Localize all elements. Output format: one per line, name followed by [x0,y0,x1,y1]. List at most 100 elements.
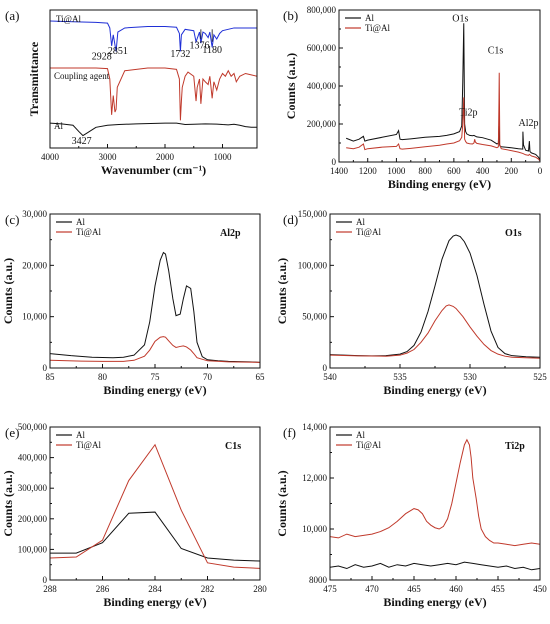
y-axis-label: Counts (a.u.) [275,470,289,536]
y-tick-label: 10,000 [22,312,47,322]
y-axis-label: Counts (a.u.) [1,258,15,324]
y-tick-label: 100,000 [18,544,48,554]
panel-label: (e) [5,425,19,440]
series-line-0 [345,23,540,161]
legend-entry: Al [356,217,365,227]
x-tick-label: 80 [98,372,108,382]
series-line-0 [50,251,260,363]
y-tick-label: 600,000 [307,43,337,53]
legend-entry: Al [365,13,374,23]
x-tick-label: 525 [533,372,547,382]
panel-label: (b) [283,8,298,23]
peak-annotation: Al2p [519,118,539,129]
series-line-1 [330,438,540,547]
y-tick-label: 200,000 [18,514,48,524]
legend-entry: Al [76,217,85,227]
x-tick-label: 0 [538,166,543,176]
peak-annotation: Ti2p [459,107,478,118]
x-tick-label: 282 [201,584,215,594]
series-line-0 [50,511,260,562]
peak-annotation: 1180 [202,45,222,56]
series-label: Al [54,121,63,131]
peak-annotation: C1s [488,46,504,57]
panel-label: (f) [283,425,296,440]
x-tick-label: 1400 [330,166,349,176]
series-line-0 [330,234,540,358]
legend-entry: Ti@Al [356,440,381,450]
panel-a: 4000 3000 2000 1000 Wavenumber (cm⁻¹) Transmi… [5,8,258,177]
x-tick-label: 600 [447,166,461,176]
x-axis-label: Binding energy (eV) [103,595,206,609]
x-tick-label: 800 [418,166,432,176]
x-tick-label: 200 [505,166,519,176]
series-line-1 [50,336,260,363]
series-line-0 [330,561,540,571]
x-tick-label: 465 [407,584,421,594]
x-tick-label: 280 [253,584,267,594]
panel-d: 540 535 530 525 0 50,000 100,000 150,000 Binding… [275,209,547,397]
x-tick-label: 85 [46,372,56,382]
legend-entry: Ti@Al [76,440,101,450]
series-line-1 [50,67,257,121]
panel-e: 288 286 284 282 280 0 100,000 200,000 300,000 400… [1,422,267,609]
legend-entry: Al [356,430,365,440]
x-tick-label: 530 [463,372,477,382]
peak-annotation: O1s [452,13,468,24]
panel-title: C1s [225,441,241,452]
x-tick-label: 455 [491,584,505,594]
y-tick-label: 500,000 [18,422,48,432]
y-axis-label: Counts (a.u.) [284,53,298,119]
y-tick-label: 0 [323,363,328,373]
x-tick-label: 540 [323,372,337,382]
y-tick-label: 8000 [309,575,328,585]
x-tick-label: 288 [43,584,57,594]
x-tick-label: 450 [533,584,547,594]
panel-label: (d) [283,212,298,227]
x-tick-label: 4000 [41,152,60,162]
peak-annotation: 1376 [190,41,210,52]
x-tick-label: 1000 [387,166,406,176]
series-line-0 [50,20,257,52]
y-axis-label: Counts (a.u.) [275,258,289,324]
x-tick-label: 3000 [99,152,118,162]
series-label: Coupling agent [54,71,110,81]
panel-title: Ti2p [505,441,525,452]
x-axis-label: Binding energy (eV) [383,595,486,609]
x-tick-label: 284 [148,584,162,594]
series-label: Ti@Al [56,14,81,24]
panel-title: Al2p [220,228,241,239]
x-axis-label: Binding energy (eV) [383,383,486,397]
x-tick-label: 535 [393,372,407,382]
x-tick-label: 1200 [359,166,378,176]
y-tick-label: 150,000 [298,209,328,219]
y-tick-label: 400,000 [307,81,337,91]
series-line-1 [50,443,260,569]
x-tick-label: 65 [256,372,266,382]
y-tick-label: 10,000 [302,524,327,534]
y-axis-label: Transmittance [27,41,41,116]
panel-label: (c) [5,212,19,227]
y-tick-label: 400,000 [18,453,48,463]
y-tick-label: 20,000 [22,260,47,270]
y-tick-label: 0 [43,575,48,585]
y-axis-label: Counts (a.u.) [1,470,15,536]
series-line-1 [346,72,540,162]
y-tick-label: 100,000 [298,260,328,270]
y-tick-label: 0 [332,157,337,167]
y-tick-label: 14,000 [302,422,327,432]
x-tick-label: 2000 [156,152,175,162]
legend-entry: Ti@Al [365,23,390,33]
plot-frame [49,9,258,149]
peak-annotation: 2928 [92,51,112,62]
legend-entry: Al [76,430,85,440]
series-line-1 [330,304,540,359]
y-tick-label: 200,000 [307,119,337,129]
x-tick-label: 470 [365,584,379,594]
x-tick-label: 1000 [214,152,233,162]
x-tick-label: 286 [96,584,110,594]
x-tick-label: 70 [203,372,213,382]
y-tick-label: 300,000 [18,483,48,493]
x-tick-label: 75 [151,372,161,382]
panel-label: (a) [5,8,19,23]
